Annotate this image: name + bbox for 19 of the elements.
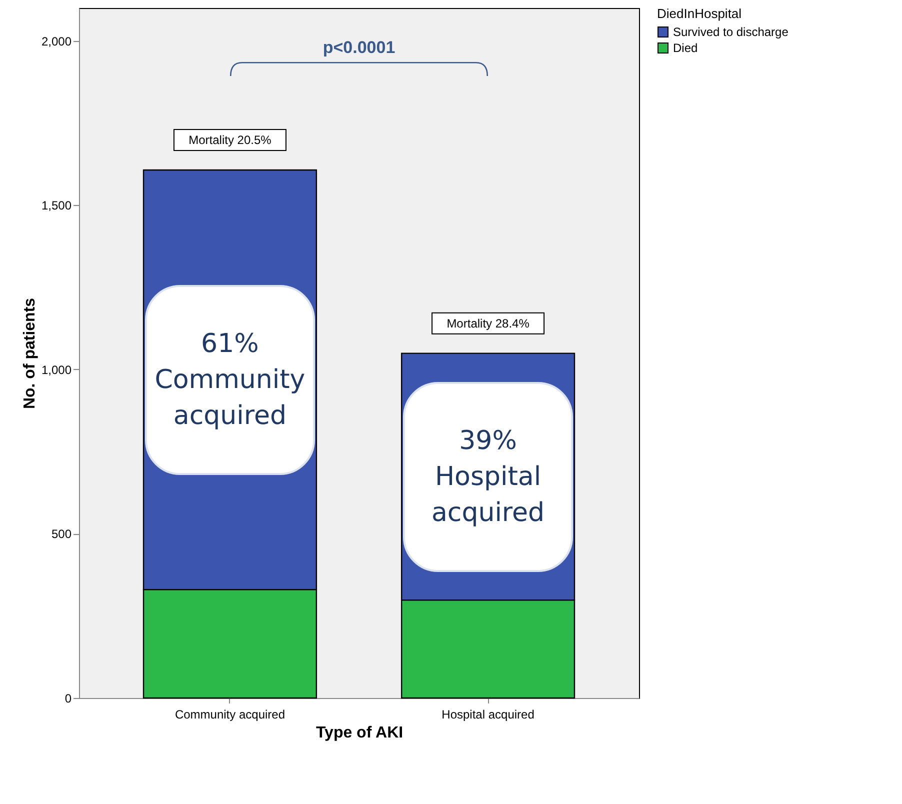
- y-axis-title: No. of patients: [21, 298, 38, 410]
- annotation: Mortality 20.5%: [188, 132, 272, 147]
- x-tick-label: Hospital acquired: [442, 708, 534, 722]
- rounded-box: 61% Community acquired: [144, 284, 315, 475]
- legend-label: Died: [673, 41, 698, 55]
- annotation: p<0.0001: [322, 38, 396, 57]
- legend-label: Survived to discharge: [673, 25, 789, 39]
- y-tick-label: 500: [51, 527, 72, 542]
- y-tick-label: 0: [64, 692, 72, 706]
- y-tick-label: 1,000: [41, 362, 72, 377]
- legend-title: DiedInHospital: [657, 6, 742, 21]
- y-tick-label: 1,500: [41, 198, 72, 213]
- x-tick-label: Community acquired: [174, 708, 285, 722]
- annotation: Mortality 28.4%: [446, 316, 530, 330]
- annotation: 39% Hospital acquired: [432, 426, 545, 528]
- rounded-box: 39% Hospital acquired: [403, 382, 574, 572]
- x-axis-title: Type of AKI: [316, 724, 404, 742]
- y-tick-label: 2,000: [41, 34, 72, 48]
- annotation: 61% Community acquired: [154, 328, 306, 431]
